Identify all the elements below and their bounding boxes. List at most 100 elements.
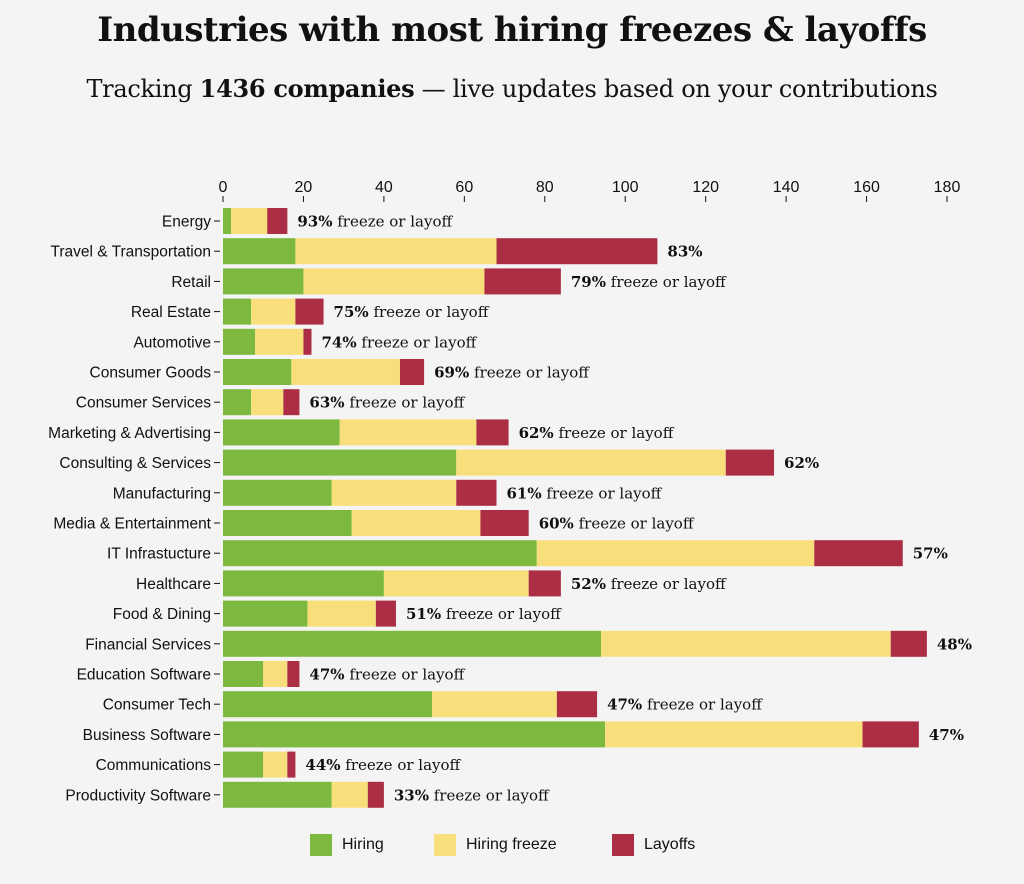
bar-layoffs (287, 751, 296, 778)
legend-item-freeze[interactable]: Hiring freeze (434, 834, 557, 856)
bar-freeze (291, 359, 400, 385)
bar-layoffs (476, 419, 509, 446)
category-label: Healthcare (136, 576, 211, 593)
bar-freeze (307, 600, 376, 627)
category-label: Food & Dining (113, 606, 211, 623)
chart-title: Industries with most hiring freezes & la… (97, 10, 927, 50)
value-label: 52% freeze or layoff (571, 575, 727, 593)
bar-layoffs (528, 570, 561, 597)
value-label: 93% freeze or layoff (297, 213, 453, 231)
category-label: IT Infrastucture (107, 546, 211, 563)
value-label-pct: 47% (929, 726, 964, 744)
value-label-pct: 52% (571, 575, 606, 593)
company-count: 1436 companies (199, 74, 415, 103)
category-label: Business Software (83, 727, 211, 744)
value-label-pct: 47% (607, 696, 642, 714)
bar-freeze (331, 781, 368, 808)
value-label: 47% freeze or layoff (607, 696, 763, 714)
x-tick-label: 160 (853, 179, 880, 196)
chart-subtitle: Tracking 1436 companies — live updates b… (0, 74, 1024, 103)
value-label-suffix: freeze or layoff (345, 666, 466, 684)
bar-hiring (223, 540, 537, 567)
category-label: Travel & Transportation (50, 244, 211, 261)
category-label: Productivity Software (65, 787, 211, 804)
bar-hiring (223, 691, 433, 718)
bar-layoffs (295, 298, 324, 325)
value-label: 60% freeze or layoff (539, 515, 695, 533)
value-label-pct: 61% (507, 484, 542, 502)
legend-item-layoffs[interactable]: Layoffs (612, 834, 695, 856)
bar-hiring (223, 208, 232, 234)
bar-layoffs (267, 208, 288, 234)
legend: Hiring Hiring freeze Layoffs (0, 834, 1024, 858)
value-label-suffix: freeze or layoff (554, 424, 675, 442)
category-label: Marketing & Advertising (48, 425, 211, 442)
x-tick-label: 180 (934, 179, 961, 196)
bar-layoffs (375, 600, 396, 627)
bar-layoffs (367, 781, 384, 808)
bar-freeze (231, 208, 268, 234)
value-label-pct: 63% (309, 394, 344, 412)
category-label: Communications (96, 757, 212, 774)
bar-layoffs (725, 449, 775, 476)
bar-layoffs (496, 238, 658, 265)
value-label-pct: 44% (305, 756, 340, 774)
x-tick-label: 120 (692, 179, 719, 196)
value-label: 63% freeze or layoff (309, 394, 465, 412)
value-label-suffix: freeze or layoff (429, 786, 550, 804)
bar-freeze (295, 238, 497, 265)
bar-hiring (223, 449, 457, 476)
category-label: Consumer Goods (90, 365, 212, 382)
value-label-suffix: freeze or layoff (357, 333, 478, 351)
bar-hiring (223, 419, 340, 446)
bar-hiring (223, 781, 332, 808)
value-label: 48% (937, 635, 972, 653)
value-label-suffix: freeze or layoff (574, 515, 695, 533)
value-label-pct: 75% (334, 303, 369, 321)
bar-layoffs (484, 268, 561, 295)
value-label-suffix: freeze or layoff (345, 394, 466, 412)
x-axis: 0 20 40 60 80 100 120 140 160 180 (219, 179, 961, 202)
category-label: Financial Services (85, 636, 211, 653)
bar-freeze (432, 691, 557, 718)
value-label-pct: 60% (539, 515, 574, 533)
bar-freeze (251, 298, 296, 325)
value-label-suffix: freeze or layoff (341, 756, 462, 774)
value-label: 75% freeze or layoff (334, 303, 490, 321)
bar-hiring (223, 479, 332, 506)
bar-freeze (339, 419, 477, 446)
value-label-suffix: freeze or layoff (542, 484, 663, 502)
bar-hiring (223, 600, 308, 627)
value-label: 61% freeze or layoff (507, 484, 663, 502)
category-label: Real Estate (131, 304, 211, 321)
legend-label-hiring: Hiring (342, 836, 384, 853)
x-tick-label: 40 (375, 179, 393, 196)
bar-freeze (263, 661, 288, 687)
legend-item-hiring[interactable]: Hiring (310, 834, 384, 856)
category-label: Consumer Tech (103, 697, 211, 714)
value-label: 74% freeze or layoff (321, 333, 477, 351)
x-tick-label: 80 (536, 179, 554, 196)
bar-hiring (223, 721, 606, 748)
category-label: Retail (171, 274, 211, 291)
value-label-suffix: freeze or layoff (332, 213, 453, 231)
value-label: 47% freeze or layoff (309, 666, 465, 684)
bar-layoffs (456, 479, 497, 506)
bar-hiring (223, 328, 256, 355)
value-label-pct: 69% (434, 364, 469, 382)
bar-layoffs (814, 540, 903, 567)
category-label: Consumer Services (76, 395, 211, 412)
bar-hiring (223, 238, 296, 265)
value-label: 83% (667, 243, 702, 261)
x-tick-label: 100 (612, 179, 639, 196)
legend-swatch-freeze (434, 834, 456, 856)
value-label-pct: 79% (571, 273, 606, 291)
value-label: 57% (913, 545, 948, 563)
bar-hiring (223, 298, 252, 325)
value-label-suffix: freeze or layoff (606, 273, 727, 291)
value-label: 47% (929, 726, 964, 744)
value-label-suffix: freeze or layoff (441, 605, 562, 623)
bar-layoffs (480, 510, 529, 536)
x-tick-label: 0 (219, 179, 228, 196)
legend-label-freeze: Hiring freeze (466, 836, 557, 853)
